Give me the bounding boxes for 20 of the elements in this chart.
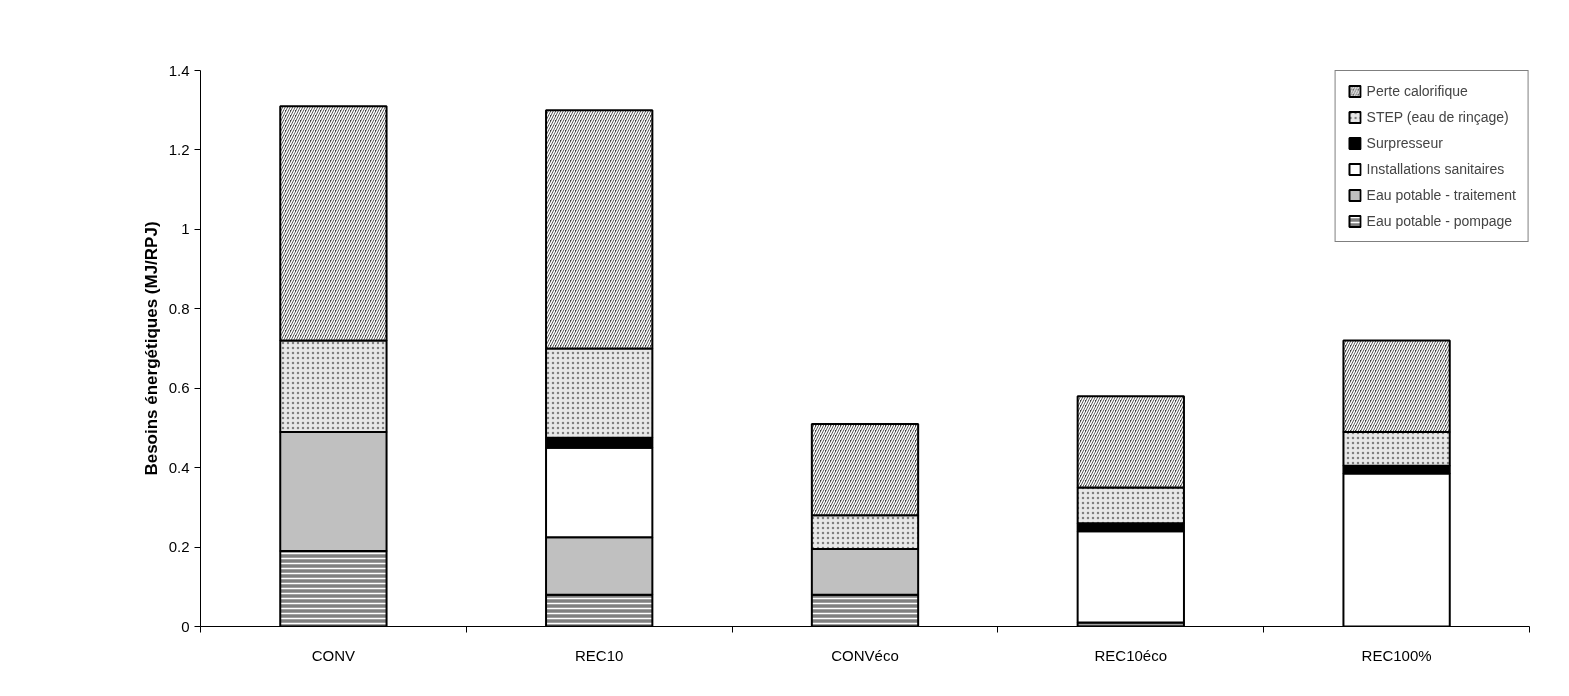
y-tick-label: 0.4 — [168, 458, 190, 476]
y-tick-label: 0.8 — [168, 299, 190, 317]
y-tick-label: 1.2 — [168, 140, 190, 158]
y-axis-title: Besoins énergétiques (MJ/RPJ) — [141, 221, 161, 476]
x-tick-label: CONV — [311, 646, 356, 664]
legend-label: Installations sanitaires — [1366, 161, 1505, 177]
legend-label: Surpresseur — [1366, 135, 1443, 151]
legend-label: STEP (eau de rinçage) — [1366, 109, 1509, 125]
x-tick-label: REC10éco — [1094, 646, 1168, 664]
x-tick-label: REC10 — [575, 646, 624, 664]
y-tick-label: 1 — [181, 220, 190, 238]
y-tick-label: 1.4 — [168, 61, 190, 79]
y-tick-label: 0.6 — [168, 379, 190, 397]
legend-label: Perte calorifique — [1366, 83, 1468, 99]
x-tick-label: CONVéco — [831, 646, 899, 664]
y-tick-label: 0 — [181, 617, 190, 635]
x-tick-label: REC100% — [1361, 646, 1432, 664]
legend-label: Eau potable - traitement — [1366, 187, 1516, 203]
legend-label: Eau potable - pompage — [1366, 213, 1513, 229]
y-tick-label: 0.2 — [168, 538, 190, 556]
